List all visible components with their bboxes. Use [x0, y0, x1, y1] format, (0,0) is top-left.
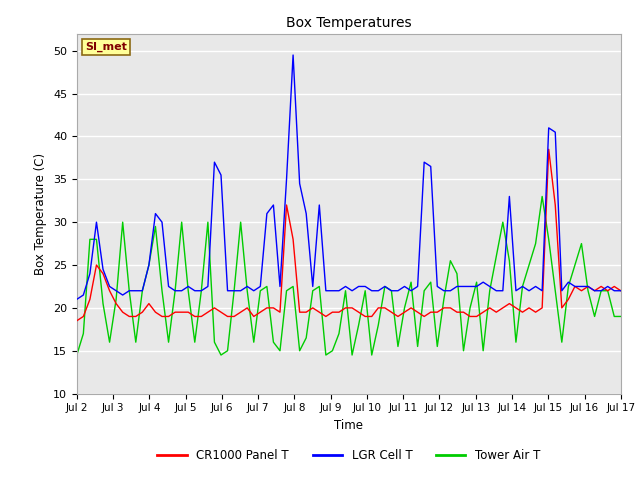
Title: Box Temperatures: Box Temperatures	[286, 16, 412, 30]
Text: SI_met: SI_met	[85, 42, 127, 52]
Legend: CR1000 Panel T, LGR Cell T, Tower Air T: CR1000 Panel T, LGR Cell T, Tower Air T	[153, 444, 545, 467]
X-axis label: Time: Time	[334, 419, 364, 432]
Y-axis label: Box Temperature (C): Box Temperature (C)	[35, 153, 47, 275]
